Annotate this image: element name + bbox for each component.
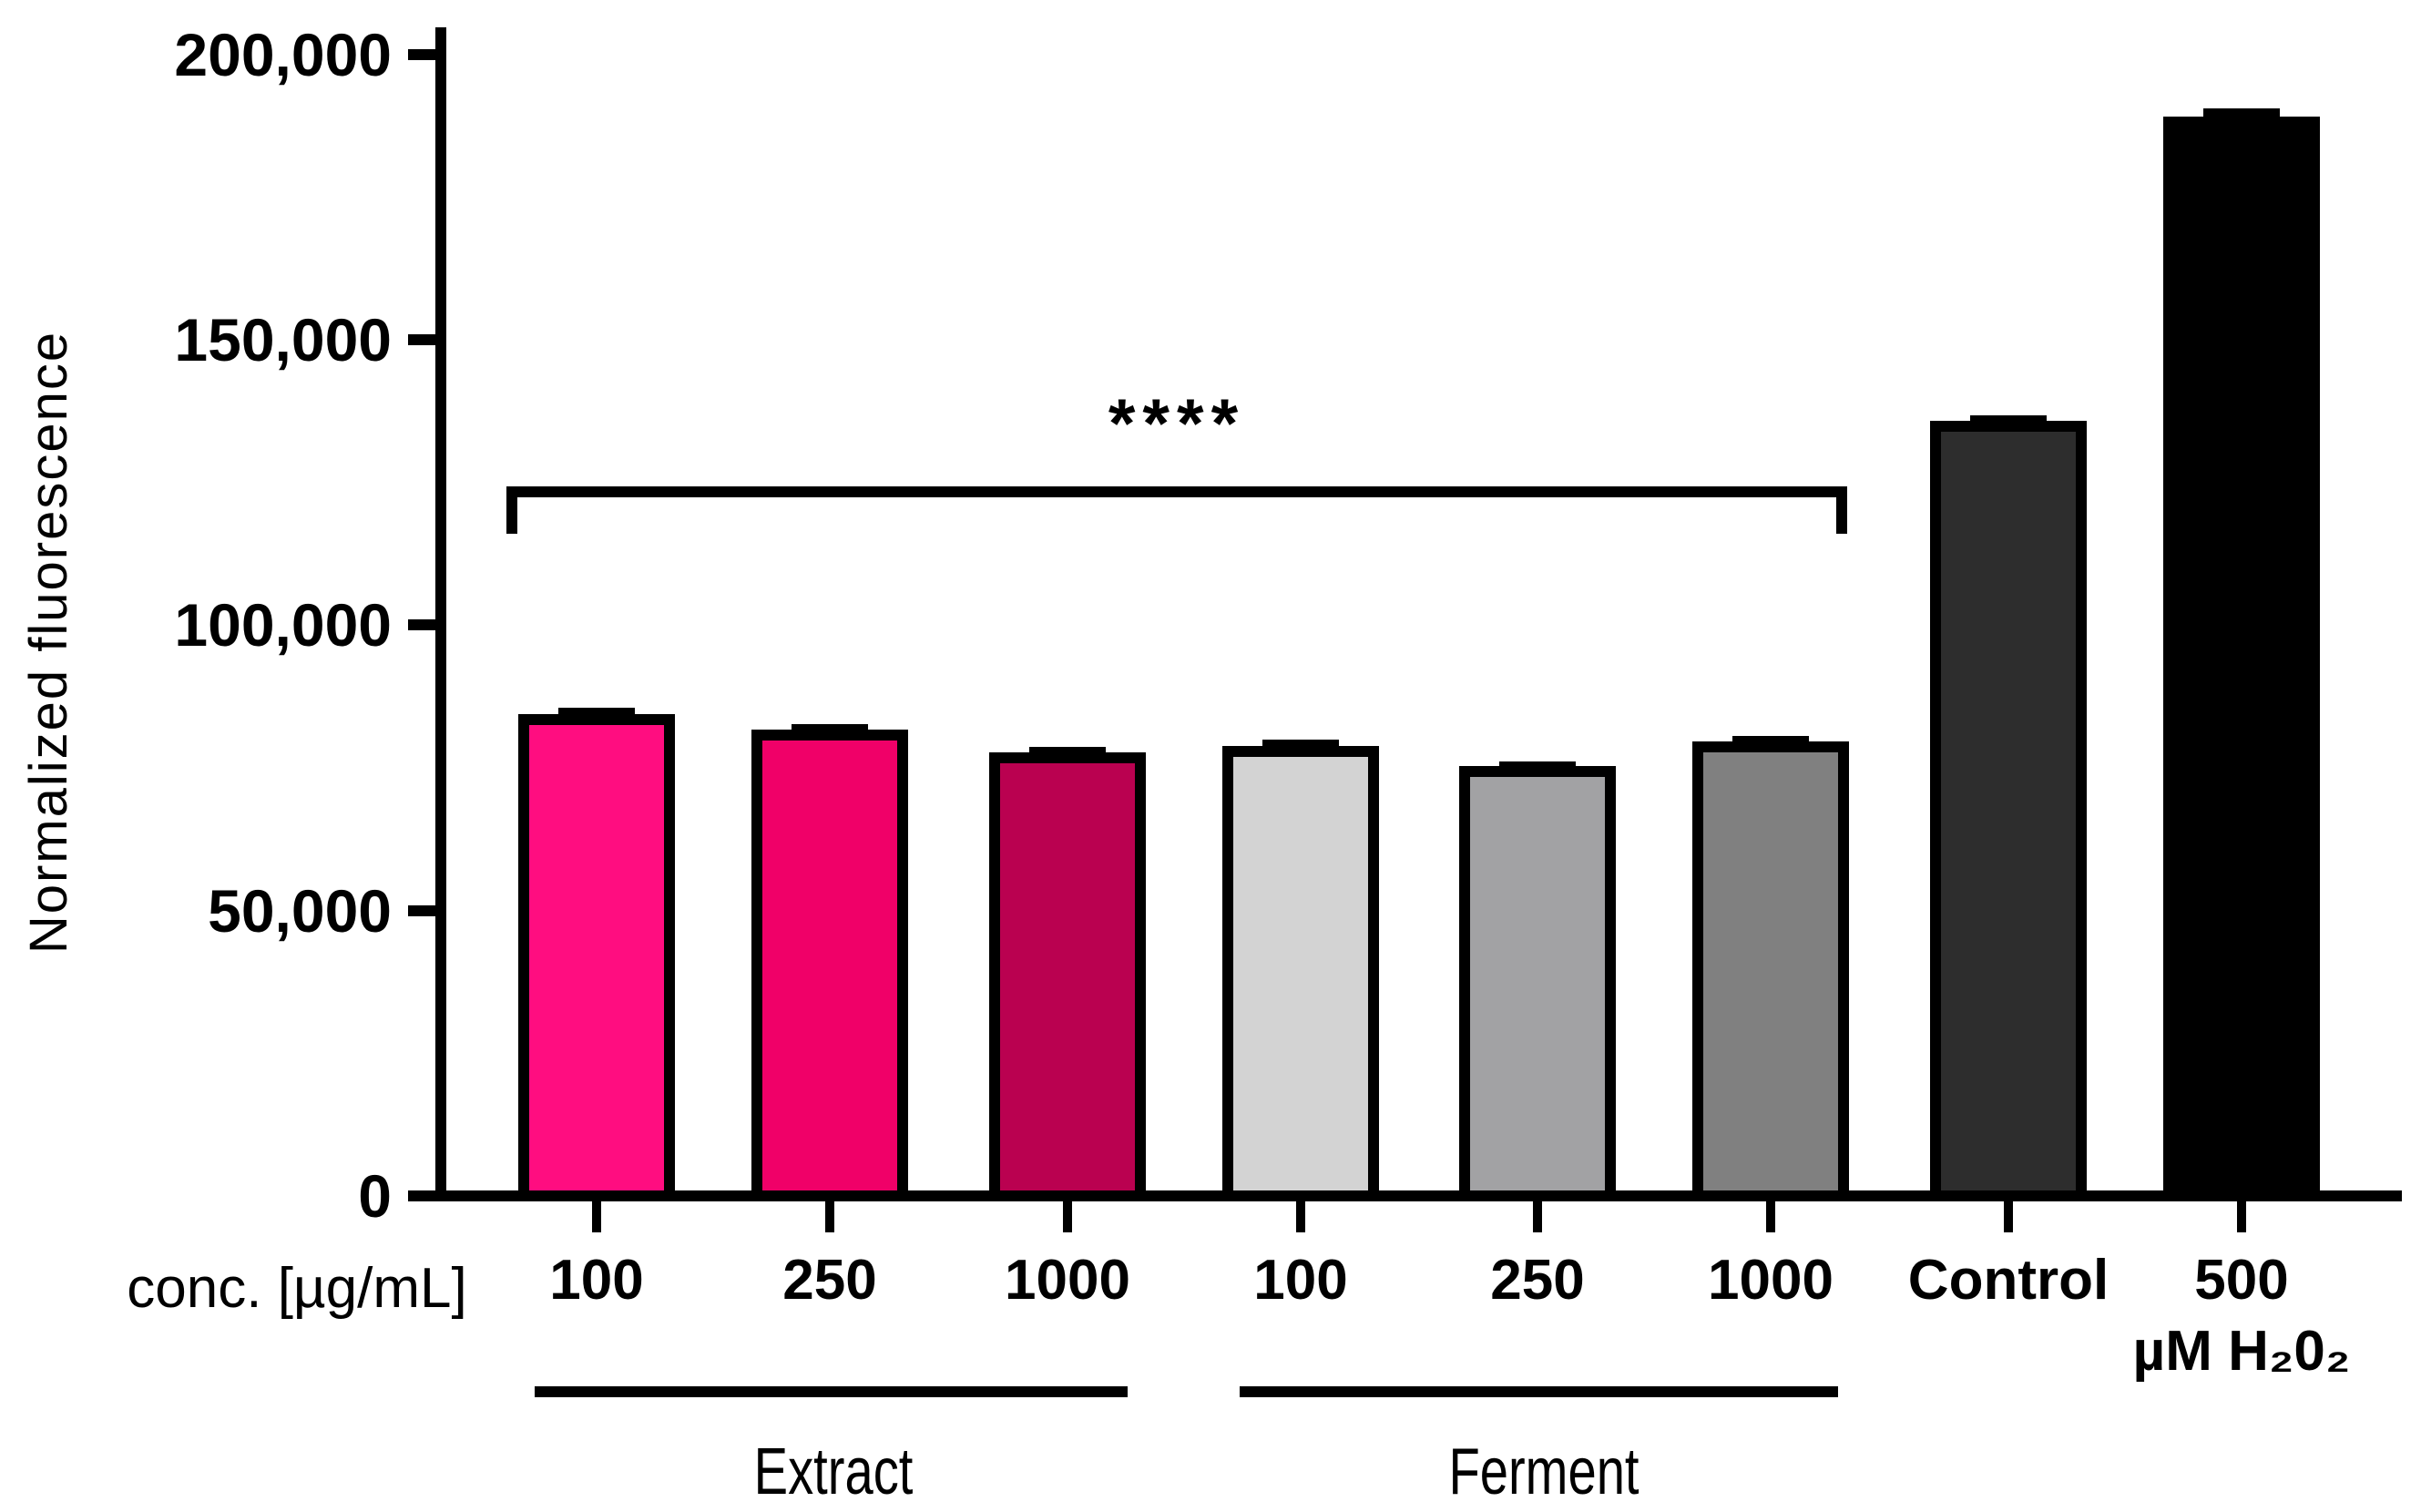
x-category-label: 500 bbox=[2194, 1249, 2289, 1312]
bar bbox=[518, 714, 675, 1201]
x-category-label-line2: µM H₂0₂ bbox=[2132, 1320, 2351, 1383]
x-tick bbox=[825, 1201, 834, 1232]
y-tick bbox=[408, 905, 435, 916]
y-tick bbox=[408, 334, 435, 345]
bar bbox=[1692, 741, 1849, 1201]
y-tick bbox=[408, 1190, 435, 1201]
x-axis-unit-label: conc. [µg/mL] bbox=[127, 1257, 467, 1320]
bar bbox=[751, 730, 908, 1201]
x-category-label: 250 bbox=[782, 1249, 877, 1312]
y-tick bbox=[408, 49, 435, 60]
y-tick-label: 50,000 bbox=[208, 877, 392, 945]
x-category-label: 1000 bbox=[1005, 1249, 1130, 1312]
x-category-label: 1000 bbox=[1708, 1249, 1834, 1312]
x-category-label: 250 bbox=[1490, 1249, 1585, 1312]
bar bbox=[1930, 421, 2087, 1201]
y-tick bbox=[408, 619, 435, 630]
x-category-label: Control bbox=[1907, 1249, 2109, 1312]
bar bbox=[1459, 766, 1616, 1201]
y-tick-label: 0 bbox=[358, 1162, 392, 1230]
x-tick bbox=[1296, 1201, 1305, 1232]
ferment-group-label: Ferment bbox=[1448, 1435, 1640, 1508]
bar bbox=[989, 752, 1146, 1201]
bar bbox=[1222, 746, 1379, 1201]
significance-bracket-bar bbox=[506, 486, 1847, 497]
x-tick bbox=[1533, 1201, 1542, 1232]
extract-group-underline bbox=[535, 1386, 1128, 1397]
significance-bracket-right-tick bbox=[1836, 486, 1847, 534]
y-tick-label: 200,000 bbox=[174, 21, 392, 88]
x-category-label: 100 bbox=[549, 1249, 644, 1312]
y-tick-label: 150,000 bbox=[174, 306, 392, 373]
x-tick bbox=[1063, 1201, 1072, 1232]
x-tick bbox=[2237, 1201, 2246, 1232]
x-tick bbox=[1766, 1201, 1775, 1232]
ferment-group-underline bbox=[1240, 1386, 1838, 1397]
extract-group-label: Extract bbox=[753, 1435, 914, 1508]
y-tick-label: 100,000 bbox=[174, 591, 392, 659]
x-tick bbox=[592, 1201, 601, 1232]
bar bbox=[2163, 117, 2320, 1201]
y-axis-spine bbox=[435, 27, 446, 1201]
significance-stars: **** bbox=[1108, 385, 1246, 463]
x-category-label: 100 bbox=[1253, 1249, 1348, 1312]
significance-bracket-left-tick bbox=[506, 486, 517, 534]
x-axis-spine bbox=[435, 1190, 2402, 1201]
x-tick bbox=[2004, 1201, 2013, 1232]
